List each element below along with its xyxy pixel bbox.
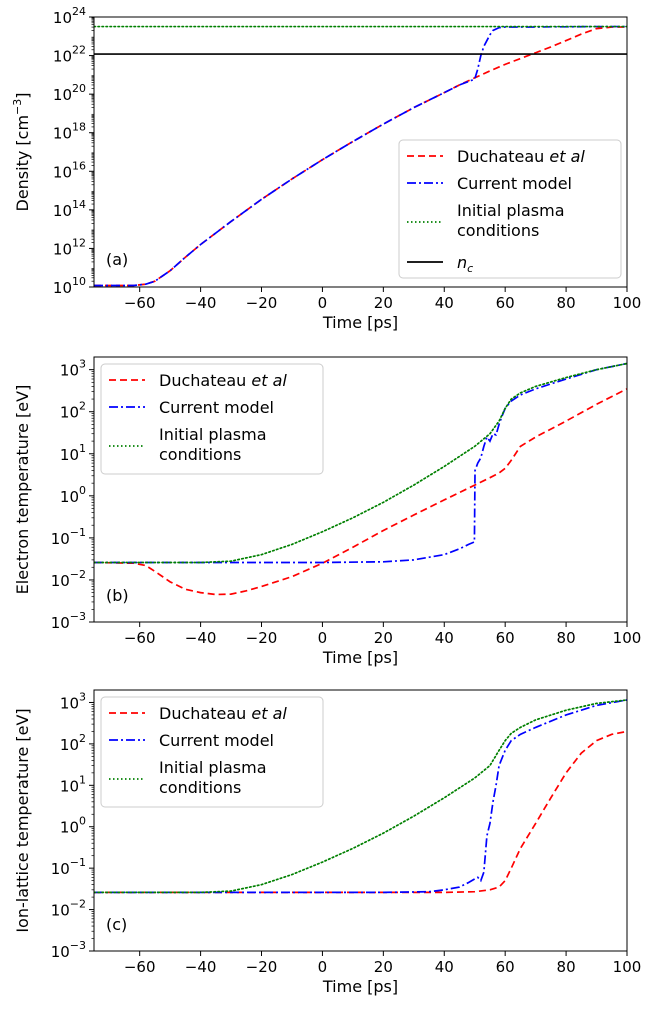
legend-label-1: Duchateau et al xyxy=(457,147,585,166)
x-axis-label: Time [ps] xyxy=(322,648,398,667)
series-group xyxy=(94,362,627,596)
y-tick-label: 103 xyxy=(60,690,86,712)
legend-label-3: Initial plasma conditions xyxy=(159,758,267,797)
series-group xyxy=(94,25,627,287)
y-tick-label: 10−2 xyxy=(51,898,86,920)
x-tick-label: 80 xyxy=(557,958,576,976)
x-tick-label: −20 xyxy=(246,629,278,647)
y-tick-label: 1010 xyxy=(53,275,86,297)
x-tick-label: 80 xyxy=(557,629,576,647)
y-tick-label: 10−3 xyxy=(51,939,86,961)
x-tick-label: −20 xyxy=(246,958,278,976)
legend: Duchateau et al Current model Initial plas… xyxy=(100,696,324,808)
y-axis-label: Ion-lattice temperature [eV] xyxy=(13,708,32,932)
chart-panel-2: −60 −40 −20 0 20 40 60 80 100 10−3 10−2 10−1 100 101 1… xyxy=(13,356,642,667)
panel-label: (b) xyxy=(106,586,129,605)
y-tick-label: 102 xyxy=(60,732,86,754)
x-tick-label: 100 xyxy=(613,958,642,976)
series-line-3 xyxy=(94,699,627,894)
x-tick-label: 40 xyxy=(435,294,454,312)
x-tick-label: −60 xyxy=(124,629,156,647)
y-tick-label: 10−2 xyxy=(51,568,86,590)
series-line-1 xyxy=(94,26,627,287)
panel-label: (c) xyxy=(106,915,127,934)
x-tick-label: 0 xyxy=(318,958,328,976)
series-line-3 xyxy=(94,362,627,564)
legend-label-1: Duchateau et al xyxy=(159,371,287,390)
series-line-1 xyxy=(94,388,627,596)
x-tick-label: 100 xyxy=(613,629,642,647)
axes-frame xyxy=(93,689,628,952)
x-tick-label: 100 xyxy=(613,294,642,312)
series-line-2 xyxy=(94,362,627,564)
y-tick-label: 1012 xyxy=(53,236,86,258)
series-line-2 xyxy=(94,699,627,894)
x-tick-label: 0 xyxy=(318,294,328,312)
panel-label: (a) xyxy=(106,250,128,269)
x-tick-label: 40 xyxy=(435,629,454,647)
axes-frame xyxy=(93,356,628,623)
y-axis-label: Density [cm−3] xyxy=(11,92,32,211)
y-tick-label: 10−1 xyxy=(51,856,86,878)
y-tick-label: 1024 xyxy=(53,5,86,27)
y-tick-label: 10−1 xyxy=(51,526,86,548)
series-group xyxy=(94,699,627,894)
x-tick-label: 20 xyxy=(374,958,393,976)
y-tick-label: 1018 xyxy=(53,121,86,143)
x-axis-label: Time [ps] xyxy=(322,313,398,332)
x-tick-label: −60 xyxy=(124,294,156,312)
x-tick-label: 40 xyxy=(435,958,454,976)
legend-box xyxy=(100,363,324,475)
y-axis-label: Electron temperature [eV] xyxy=(13,385,32,595)
y-tick-label: 100 xyxy=(60,484,86,506)
y-tick-label: 1022 xyxy=(53,44,86,66)
y-tick-label: 1016 xyxy=(53,159,86,181)
legend-box xyxy=(398,139,622,279)
x-tick-label: −40 xyxy=(185,958,217,976)
legend-label-1: Duchateau et al xyxy=(159,704,287,723)
x-tick-label: 20 xyxy=(374,629,393,647)
legend-box xyxy=(100,696,324,808)
legend-label-3: Initial plasma conditions xyxy=(457,201,565,240)
x-tick-label: 60 xyxy=(496,629,515,647)
y-tick-label: 10−3 xyxy=(51,610,86,632)
legend-label-3: Initial plasma conditions xyxy=(159,425,267,464)
x-tick-label: −40 xyxy=(185,294,217,312)
legend: Duchateau et al Current model Initial plas… xyxy=(398,139,622,279)
y-tick-label: 1014 xyxy=(53,198,86,220)
legend: Duchateau et al Current model Initial plas… xyxy=(100,363,324,475)
y-tick-label: 100 xyxy=(60,815,86,837)
x-axis-label: Time [ps] xyxy=(322,977,398,996)
y-tick-label: 1020 xyxy=(53,82,86,104)
chart-panel-1: −60 −40 −20 0 20 40 60 80 100 1010 1012 1014 1016 101… xyxy=(11,5,641,332)
axes-frame xyxy=(93,16,628,288)
x-tick-label: 60 xyxy=(496,294,515,312)
y-tick-label: 101 xyxy=(60,442,86,464)
legend-label-2: Current model xyxy=(159,731,274,750)
legend-label-2: Current model xyxy=(457,174,572,193)
y-tick-label: 102 xyxy=(60,400,86,422)
legend-label-4: nc xyxy=(457,253,473,275)
chart-panel-3: −60 −40 −20 0 20 40 60 80 100 10−3 10−2 10−1 100 101 1… xyxy=(13,689,642,996)
legend-label-2: Current model xyxy=(159,398,274,417)
x-tick-label: 20 xyxy=(374,294,393,312)
y-tick-label: 101 xyxy=(60,773,86,795)
x-tick-label: 60 xyxy=(496,958,515,976)
x-tick-label: −40 xyxy=(185,629,217,647)
x-tick-label: −20 xyxy=(246,294,278,312)
x-tick-label: 0 xyxy=(318,629,328,647)
y-tick-label: 103 xyxy=(60,358,86,380)
x-tick-label: −60 xyxy=(124,958,156,976)
x-tick-label: 80 xyxy=(557,294,576,312)
